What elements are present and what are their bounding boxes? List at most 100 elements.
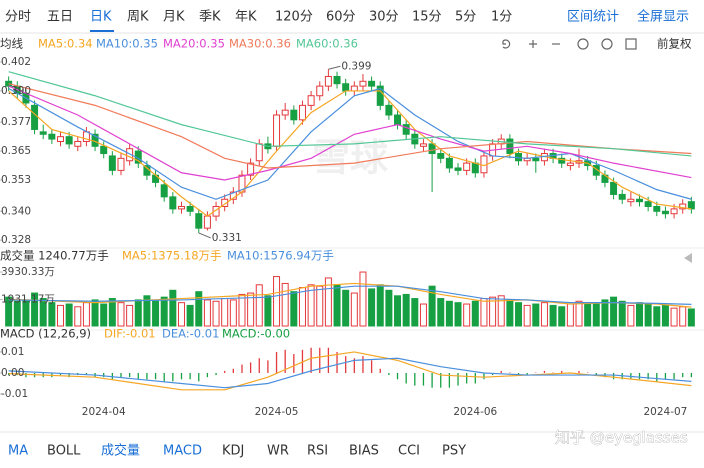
volume-bar bbox=[264, 295, 272, 327]
settings-icon[interactable] bbox=[625, 38, 637, 50]
indicator-tab[interactable]: BIAS bbox=[349, 444, 379, 459]
x-tick-label: 2024-07 bbox=[643, 406, 687, 418]
volume-bar bbox=[342, 289, 350, 327]
indicator-tab[interactable]: BOLL bbox=[47, 444, 81, 459]
volume-bar bbox=[186, 304, 194, 327]
candle-body bbox=[160, 184, 168, 198]
toolbar-button[interactable]: 全屏显示 bbox=[637, 9, 689, 25]
back-icon[interactable] bbox=[577, 38, 589, 50]
volume-ma-line bbox=[8, 285, 692, 305]
volume-bar bbox=[229, 299, 237, 327]
volume-bar bbox=[618, 300, 626, 327]
indicator-tab[interactable]: 成交量 bbox=[101, 443, 140, 459]
volume-tick-label: 1931.17万 bbox=[1, 293, 55, 305]
volume-bar bbox=[454, 302, 462, 327]
candle-body bbox=[419, 143, 427, 147]
candle-body bbox=[506, 138, 514, 155]
indicator-tab[interactable]: KDJ bbox=[222, 444, 244, 459]
macd-legend: DEA:-0.01 bbox=[162, 327, 219, 341]
volume-bar bbox=[463, 303, 471, 327]
volume-title: 成交量 1240.77万手 bbox=[0, 249, 109, 263]
indicator-tab[interactable]: CCI bbox=[398, 444, 420, 459]
low-label: 0.331 bbox=[212, 232, 242, 244]
volume-ma-legend: MA5:1375.18万手 bbox=[122, 249, 222, 263]
volume-bar bbox=[203, 299, 211, 327]
candle-body bbox=[471, 162, 479, 174]
high-label: 0.399 bbox=[341, 60, 371, 72]
volume-bar bbox=[661, 304, 669, 327]
volume-bar bbox=[39, 298, 47, 327]
period-tab[interactable]: 15分 bbox=[412, 10, 442, 25]
volume-bar bbox=[670, 307, 678, 327]
volume-bar bbox=[247, 292, 255, 327]
candle-body bbox=[679, 203, 687, 210]
candle-body bbox=[376, 85, 384, 106]
indicator-tab[interactable]: MACD bbox=[163, 444, 202, 459]
period-tab[interactable]: 周K bbox=[127, 10, 149, 25]
candle-body bbox=[221, 198, 229, 207]
candle-body bbox=[333, 75, 341, 85]
macd-tick-label: 0.01 bbox=[1, 346, 24, 358]
candle-body bbox=[592, 165, 600, 176]
collapse-icon[interactable] bbox=[684, 253, 692, 263]
period-tab[interactable]: 60分 bbox=[326, 10, 356, 25]
volume-bar bbox=[653, 306, 661, 327]
period-tab[interactable]: 120分 bbox=[275, 10, 313, 25]
volume-bar bbox=[575, 300, 583, 327]
period-tab[interactable]: 日K bbox=[90, 10, 112, 25]
candle-body bbox=[212, 205, 220, 217]
candle-body bbox=[324, 75, 332, 87]
period-tab[interactable]: 年K bbox=[235, 10, 257, 25]
volume-bar bbox=[31, 292, 39, 327]
candle-body bbox=[39, 131, 47, 135]
volume-bar bbox=[480, 298, 488, 327]
y-tick-label: 0.377 bbox=[1, 116, 31, 128]
toolbar-button[interactable]: 区间统计 bbox=[567, 10, 619, 25]
volume-bar bbox=[549, 304, 557, 327]
volume-bar bbox=[515, 302, 523, 327]
period-tab[interactable]: 季K bbox=[199, 10, 221, 25]
reset-icon[interactable] bbox=[502, 39, 511, 49]
indicator-tab[interactable]: PSY bbox=[442, 444, 466, 459]
y-tick-label: 0.390 bbox=[1, 85, 31, 97]
volume-bar bbox=[679, 306, 687, 327]
period-tab[interactable]: 月K bbox=[163, 10, 185, 25]
zoom-in-icon[interactable] bbox=[529, 40, 537, 48]
indicator-tab[interactable]: MA bbox=[8, 444, 28, 459]
volume-bar bbox=[324, 277, 332, 327]
period-tab[interactable]: 分时 bbox=[5, 10, 31, 25]
volume-bar bbox=[221, 298, 229, 327]
price-adjust[interactable]: 前复权 bbox=[657, 37, 692, 51]
volume-bar bbox=[558, 306, 566, 327]
candle-body bbox=[687, 201, 695, 210]
indicator-tab[interactable]: RSI bbox=[307, 444, 328, 459]
volume-bar bbox=[134, 299, 142, 327]
volume-bar bbox=[333, 284, 341, 327]
y-tick-label: 0.328 bbox=[1, 234, 31, 246]
volume-bar bbox=[419, 303, 427, 327]
period-tab[interactable]: 五日 bbox=[47, 10, 73, 25]
period-tab[interactable]: 5分 bbox=[455, 10, 476, 25]
candle-body bbox=[653, 205, 661, 212]
period-tab[interactable]: 1分 bbox=[491, 10, 512, 25]
volume-bar bbox=[56, 304, 64, 327]
volume-bar bbox=[82, 302, 90, 327]
volume-bar bbox=[65, 303, 73, 327]
volume-bar bbox=[376, 284, 384, 327]
volume-bar bbox=[394, 295, 402, 327]
volume-bar bbox=[445, 300, 453, 327]
candle-body bbox=[273, 114, 281, 147]
volume-bar bbox=[298, 287, 306, 327]
candle-body bbox=[368, 80, 376, 87]
volume-bar bbox=[117, 302, 125, 327]
macd-tick-label: -0.01 bbox=[1, 388, 28, 400]
volume-bar bbox=[627, 304, 635, 327]
candle-body bbox=[186, 205, 194, 212]
forward-icon[interactable] bbox=[601, 38, 613, 50]
period-tab[interactable]: 30分 bbox=[369, 10, 399, 25]
indicator-tab[interactable]: WR bbox=[267, 444, 289, 459]
volume-ma-legend: MA10:1576.94万手 bbox=[227, 249, 334, 263]
volume-bar bbox=[126, 304, 134, 327]
